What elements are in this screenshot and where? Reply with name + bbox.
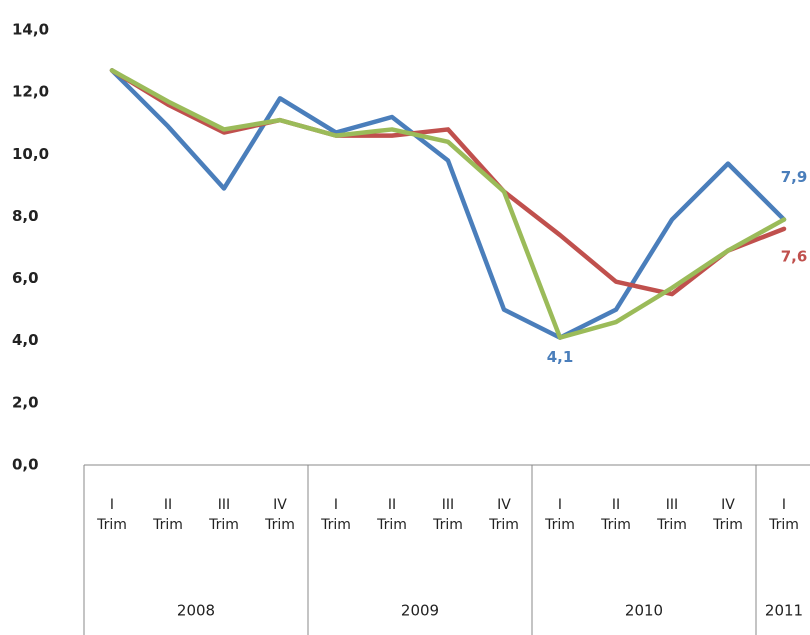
group-label: 2010: [625, 602, 663, 620]
data-label: 7,6: [781, 247, 808, 265]
group-label: 2011: [765, 602, 803, 620]
data-label: 7,9: [781, 168, 808, 186]
x-tick-label: I Trim: [320, 497, 351, 533]
x-tick-label: IV Trim: [264, 497, 295, 533]
y-tick-label: 4,0: [12, 331, 39, 349]
y-tick-label: 10,0: [12, 145, 49, 163]
x-tick-label: I Trim: [544, 497, 575, 533]
group-label: 2008: [177, 602, 215, 620]
series-line: [109, 68, 787, 297]
data-label: 4,1: [547, 348, 574, 366]
x-tick-label: I Trim: [768, 497, 799, 533]
x-tick-label: II Trim: [600, 497, 631, 533]
y-tick-label: 8,0: [12, 207, 39, 225]
x-tick-label: IV Trim: [712, 497, 743, 533]
x-tick-label: III Trim: [208, 497, 239, 533]
series-line: [109, 68, 787, 340]
x-tick-label: IV Trim: [488, 497, 519, 533]
x-tick-label: II Trim: [376, 497, 407, 533]
y-tick-label: 0,0: [12, 456, 39, 474]
series-line: [109, 68, 787, 340]
x-tick-label: III Trim: [432, 497, 463, 533]
y-tick-label: 14,0: [12, 21, 49, 39]
x-tick-label: I Trim: [96, 497, 127, 533]
y-tick-label: 6,0: [12, 269, 39, 287]
x-tick-label: III Trim: [656, 497, 687, 533]
y-tick-label: 12,0: [12, 83, 49, 101]
x-tick-label: II Trim: [152, 497, 183, 533]
group-label: 2009: [401, 602, 439, 620]
y-tick-label: 2,0: [12, 393, 39, 411]
